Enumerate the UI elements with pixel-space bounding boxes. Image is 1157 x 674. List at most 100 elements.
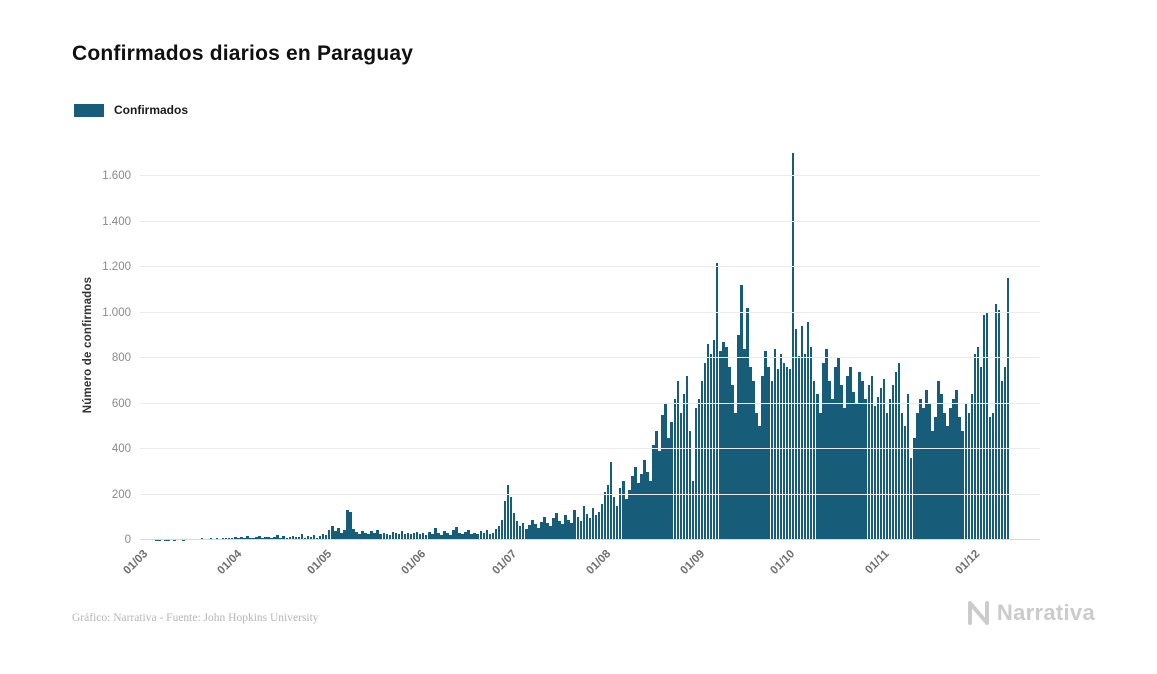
bar[interactable] xyxy=(800,326,804,540)
bar[interactable] xyxy=(1003,367,1007,540)
bar[interactable] xyxy=(706,344,710,540)
bar[interactable] xyxy=(446,533,449,540)
bar[interactable] xyxy=(700,380,704,540)
bar[interactable] xyxy=(621,480,625,540)
bar[interactable] xyxy=(734,412,737,540)
bar[interactable] xyxy=(791,153,795,540)
bar[interactable] xyxy=(876,396,880,540)
bar[interactable] xyxy=(728,367,731,540)
bar[interactable] xyxy=(243,537,246,540)
bar[interactable] xyxy=(806,321,810,540)
bar[interactable] xyxy=(570,522,573,540)
bar[interactable] xyxy=(561,524,564,540)
bar[interactable] xyxy=(230,537,234,540)
bar[interactable] xyxy=(540,521,543,540)
bar[interactable] xyxy=(937,380,940,540)
bar[interactable] xyxy=(427,532,431,540)
bar[interactable] xyxy=(858,371,861,540)
bar[interactable] xyxy=(743,348,746,540)
bar[interactable] xyxy=(388,535,392,540)
bar[interactable] xyxy=(922,408,925,540)
bar[interactable] xyxy=(473,532,476,540)
bar[interactable] xyxy=(752,380,755,540)
bar[interactable] xyxy=(879,387,883,540)
bar[interactable] xyxy=(958,417,961,540)
bar[interactable] xyxy=(291,535,295,540)
bar[interactable] xyxy=(655,430,658,540)
bar[interactable] xyxy=(976,346,980,540)
bar[interactable] xyxy=(1000,380,1004,540)
bar[interactable] xyxy=(400,530,404,540)
bar[interactable] xyxy=(606,485,610,540)
bar[interactable] xyxy=(794,328,798,540)
bar[interactable] xyxy=(919,399,922,540)
bar[interactable] xyxy=(894,371,898,540)
bar[interactable] xyxy=(909,458,913,540)
bar[interactable] xyxy=(273,536,276,540)
bar[interactable] xyxy=(340,533,343,540)
bar[interactable] xyxy=(640,474,643,540)
bar[interactable] xyxy=(903,426,907,540)
bar[interactable] xyxy=(758,426,761,540)
bar[interactable] xyxy=(467,530,470,540)
bar[interactable] xyxy=(618,487,622,540)
bar[interactable] xyxy=(418,534,422,540)
bar[interactable] xyxy=(431,533,434,540)
bar[interactable] xyxy=(485,529,489,540)
bar[interactable] xyxy=(515,520,519,540)
bar[interactable] xyxy=(409,534,413,540)
bar[interactable] xyxy=(464,532,467,540)
bar[interactable] xyxy=(961,430,964,540)
bar[interactable] xyxy=(334,531,337,540)
bar[interactable] xyxy=(458,533,461,540)
bar[interactable] xyxy=(255,537,258,540)
bar[interactable] xyxy=(303,537,307,540)
bar[interactable] xyxy=(282,536,285,540)
bar[interactable] xyxy=(531,519,534,540)
bar[interactable] xyxy=(615,505,619,540)
bar[interactable] xyxy=(476,534,479,540)
bar[interactable] xyxy=(673,399,677,540)
bar[interactable] xyxy=(864,399,867,540)
bar[interactable] xyxy=(658,451,661,540)
bar[interactable] xyxy=(391,532,395,540)
bar[interactable] xyxy=(315,537,319,540)
bar[interactable] xyxy=(264,537,267,540)
bar[interactable] xyxy=(488,534,492,540)
bar[interactable] xyxy=(694,408,698,540)
bar[interactable] xyxy=(270,537,273,540)
bar[interactable] xyxy=(637,483,640,540)
bar[interactable] xyxy=(722,342,725,540)
bar[interactable] xyxy=(279,537,282,540)
bar[interactable] xyxy=(755,412,758,540)
bar[interactable] xyxy=(497,526,501,540)
bar[interactable] xyxy=(982,314,986,540)
bar[interactable] xyxy=(994,303,998,540)
bar[interactable] xyxy=(576,517,580,540)
bar[interactable] xyxy=(661,414,664,540)
bar[interactable] xyxy=(646,471,649,540)
bar[interactable] xyxy=(397,534,401,540)
bar[interactable] xyxy=(676,380,680,540)
bar[interactable] xyxy=(667,437,670,540)
bar[interactable] xyxy=(240,536,243,540)
bar[interactable] xyxy=(443,530,446,540)
bar[interactable] xyxy=(379,534,382,540)
bar[interactable] xyxy=(643,460,646,540)
bar[interactable] xyxy=(764,351,767,540)
bar[interactable] xyxy=(931,430,934,540)
bar[interactable] xyxy=(967,412,971,540)
bar[interactable] xyxy=(500,519,504,540)
bar[interactable] xyxy=(815,394,819,540)
bar[interactable] xyxy=(746,308,749,540)
bar[interactable] xyxy=(224,537,228,540)
bar[interactable] xyxy=(928,403,931,540)
bar[interactable] xyxy=(582,505,586,540)
bar[interactable] xyxy=(870,376,874,540)
bar[interactable] xyxy=(634,467,637,540)
bar[interactable] xyxy=(470,533,473,540)
bar[interactable] xyxy=(940,394,943,540)
bar[interactable] xyxy=(249,537,252,540)
bar[interactable] xyxy=(906,394,910,540)
bar[interactable] xyxy=(943,412,946,540)
